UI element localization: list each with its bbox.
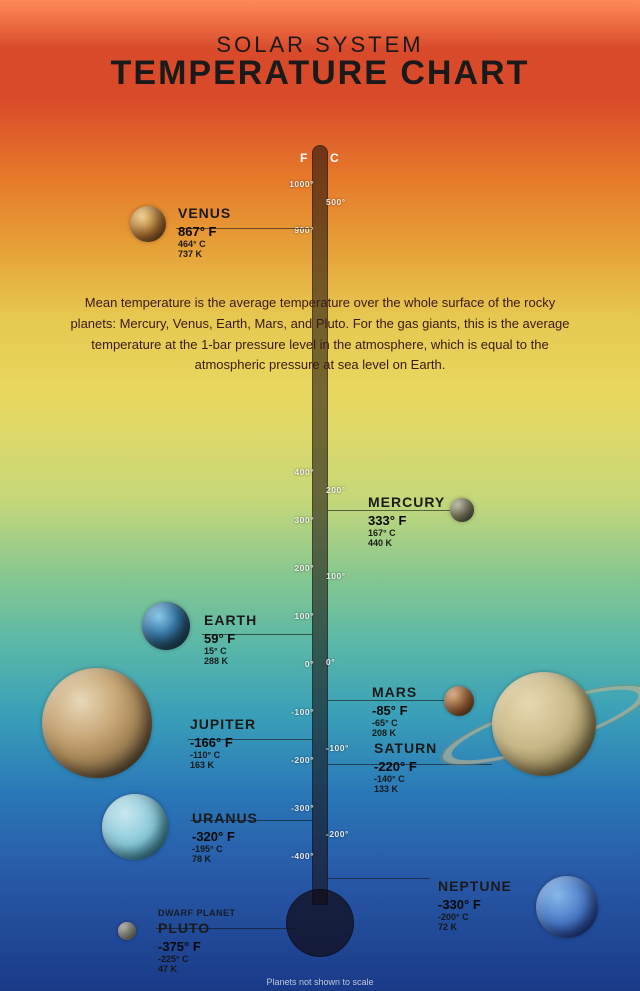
f-tick: 400°	[294, 467, 314, 477]
c-tick: 200°	[326, 485, 346, 495]
temp-c: -110° C	[190, 750, 370, 760]
temp-f: 59° F	[204, 631, 384, 646]
temp-c: 15° C	[204, 646, 384, 656]
planet-mercury-label: MERCURY 333° F167° C440 K	[368, 494, 548, 548]
temp-f: -320° F	[192, 829, 372, 844]
planet-name: PLUTO	[158, 920, 338, 936]
planet-name: VENUS	[178, 205, 358, 221]
thermometer-tube	[312, 145, 328, 905]
temp-f: 333° F	[368, 513, 548, 528]
planet-uranus-icon	[102, 794, 168, 860]
planet-venus-icon	[130, 206, 166, 242]
c-tick: 100°	[326, 571, 346, 581]
planet-jupiter-label: JUPITER -166° F-110° C163 K	[190, 716, 370, 770]
temp-k: 72 K	[438, 922, 618, 932]
temp-f: -166° F	[190, 735, 370, 750]
temp-k: 163 K	[190, 760, 370, 770]
planet-name: NEPTUNE	[438, 878, 618, 894]
temp-c: -140° C	[374, 774, 554, 784]
temp-k: 288 K	[204, 656, 384, 666]
planet-jupiter-icon	[42, 668, 152, 778]
temp-k: 47 K	[158, 964, 338, 974]
temp-f: -375° F	[158, 939, 338, 954]
planet-venus-label: VENUS 867° F464° C737 K	[178, 205, 358, 259]
temp-f: -220° F	[374, 759, 554, 774]
planet-name: MERCURY	[368, 494, 548, 510]
description-text: Mean temperature is the average temperat…	[70, 293, 570, 376]
temp-c: 167° C	[368, 528, 548, 538]
planet-name: URANUS	[192, 810, 372, 826]
f-tick: 1000°	[289, 179, 314, 189]
unit-label-f: F	[300, 151, 307, 165]
footnote: Planets not shown to scale	[0, 977, 640, 987]
temp-f: -330° F	[438, 897, 618, 912]
title-line2: TEMPERATURE CHART	[0, 54, 640, 93]
planet-uranus-label: URANUS -320° F-195° C78 K	[192, 810, 372, 864]
planet-pluto-icon	[118, 922, 136, 940]
f-tick: 300°	[294, 515, 314, 525]
temp-c: -225° C	[158, 954, 338, 964]
planet-name: EARTH	[204, 612, 384, 628]
title-block: SOLAR SYSTEM TEMPERATURE CHART	[0, 32, 640, 93]
temp-k: 133 K	[374, 784, 554, 794]
temp-k: 440 K	[368, 538, 548, 548]
planet-earth-icon	[142, 602, 190, 650]
planet-name: JUPITER	[190, 716, 370, 732]
temp-c: -200° C	[438, 912, 618, 922]
planet-saturn-label: SATURN -220° F-140° C133 K	[374, 740, 554, 794]
temp-c: -195° C	[192, 844, 372, 854]
planet-subtitle: DWARF PLANET	[158, 908, 338, 918]
temp-f: 867° F	[178, 224, 358, 239]
planet-earth-label: EARTH 59° F15° C288 K	[204, 612, 384, 666]
temp-k: 737 K	[178, 249, 358, 259]
f-tick: 200°	[294, 563, 314, 573]
planet-neptune-label: NEPTUNE -330° F-200° C72 K	[438, 878, 618, 932]
temp-k: 78 K	[192, 854, 372, 864]
planet-pluto-label: DWARF PLANET PLUTO -375° F-225° C47 K	[158, 908, 338, 974]
infographic-canvas: SOLAR SYSTEM TEMPERATURE CHART F C 1000°…	[0, 0, 640, 991]
temp-c: 464° C	[178, 239, 358, 249]
unit-label-c: C	[330, 151, 339, 165]
planet-name: SATURN	[374, 740, 554, 756]
connector-neptune	[328, 878, 430, 879]
